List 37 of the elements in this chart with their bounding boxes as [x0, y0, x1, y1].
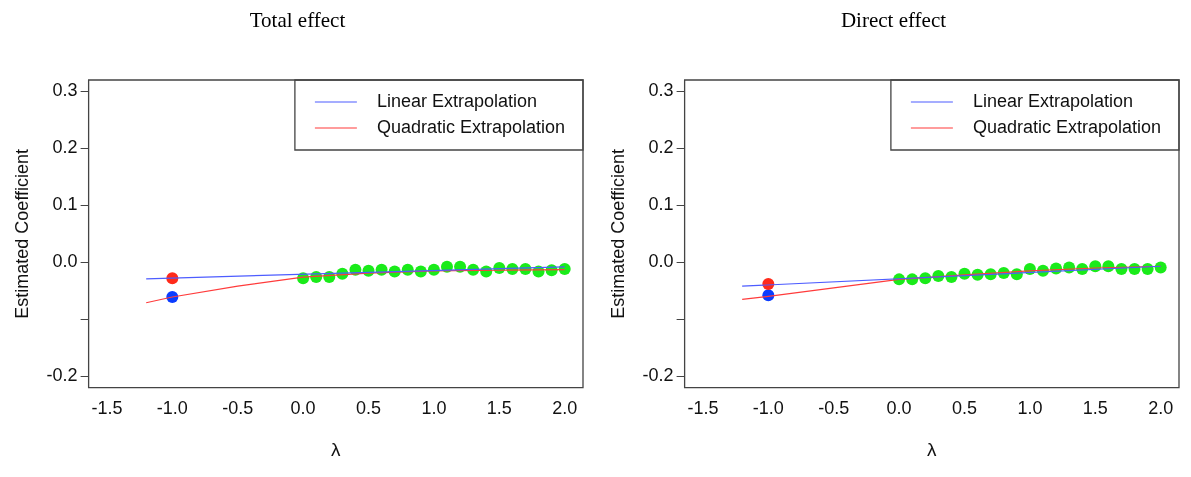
x-tick-label: 1.5	[1082, 398, 1108, 419]
legend-label: Linear Extrapolation	[972, 90, 1134, 111]
y-tick-label: 0.1	[648, 194, 674, 215]
y-tick-label: 0.3	[648, 80, 674, 101]
x-tick-label: 1.0	[1017, 398, 1043, 419]
x-axis-title: λ	[927, 438, 938, 460]
point	[1154, 261, 1167, 274]
y-tick-label: -0.2	[46, 365, 78, 386]
x-tick-label: -0.5	[222, 398, 254, 419]
x-tick-label: -1.0	[752, 398, 784, 419]
legend-label: Linear Extrapolation	[376, 90, 538, 111]
y-axis-title: Estimated Coefficient	[607, 148, 628, 319]
y-tick-label: 0.0	[648, 251, 674, 272]
y-tick-label: -0.2	[642, 365, 674, 386]
x-tick-label: -0.5	[818, 398, 850, 419]
y-axis-title: Estimated Coefficient	[11, 148, 32, 319]
x-tick-label: 1.5	[486, 398, 512, 419]
y-tick-label: 0.3	[52, 80, 78, 101]
x-axis-title: λ	[331, 438, 342, 460]
chart-title: Direct effect	[839, 8, 948, 33]
x-tick-label: -1.0	[156, 398, 188, 419]
x-tick-label: -1.5	[687, 398, 719, 419]
y-tick-label: 0.2	[52, 137, 78, 158]
chart-title: Total effect	[248, 8, 347, 33]
x-tick-label: 0.5	[355, 398, 382, 419]
y-tick-label: 0.1	[52, 194, 78, 215]
y-tick-label: 0.2	[648, 137, 674, 158]
y-tick-label: 0.0	[52, 251, 78, 272]
legend-label: Quadratic Extrapolation	[376, 116, 566, 137]
legend-label: Quadratic Extrapolation	[972, 116, 1162, 137]
x-tick-label: 2.0	[1148, 398, 1174, 419]
x-tick-label: 1.0	[421, 398, 447, 419]
x-tick-label: 0.0	[290, 398, 316, 419]
x-tick-label: 0.5	[951, 398, 978, 419]
x-tick-label: 0.0	[886, 398, 912, 419]
x-tick-label: -1.5	[91, 398, 123, 419]
x-tick-label: 2.0	[552, 398, 578, 419]
